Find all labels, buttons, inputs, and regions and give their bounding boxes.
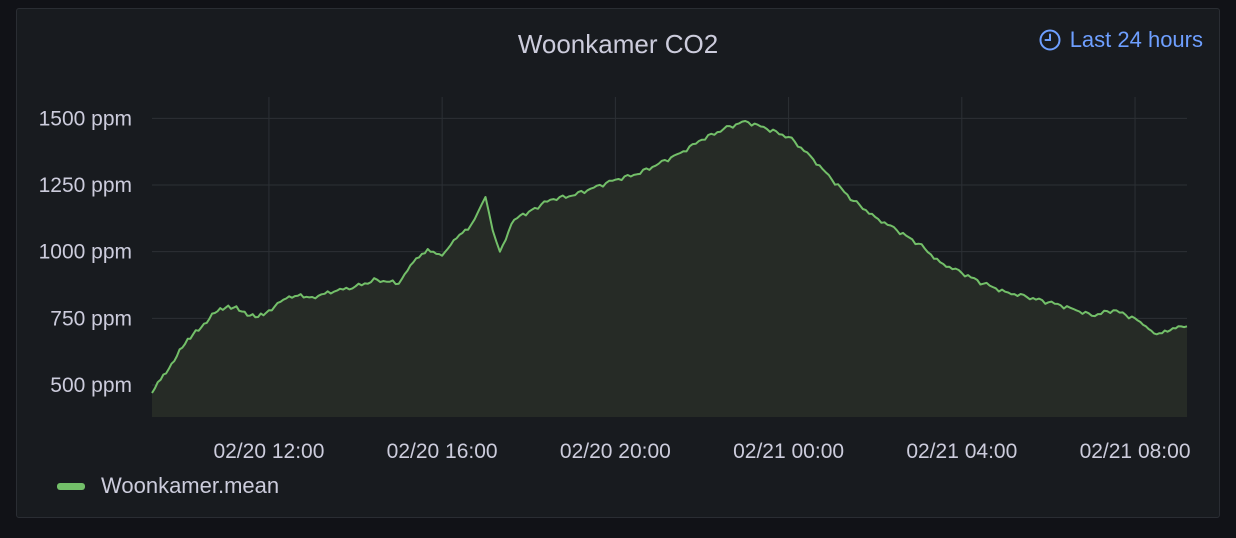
clock-icon [1039, 29, 1061, 51]
y-tick-label: 500 ppm [50, 374, 132, 397]
x-tick-label: 02/21 08:00 [1080, 440, 1191, 463]
y-tick-label: 750 ppm [50, 307, 132, 330]
series-area-fill [152, 121, 1187, 417]
series-line-woonkamer-mean[interactable] [151, 120, 1188, 394]
y-tick-label: 1250 ppm [39, 174, 132, 197]
x-tick-label: 02/20 12:00 [213, 440, 324, 463]
x-tick-label: 02/21 04:00 [906, 440, 1017, 463]
y-tick-label: 1000 ppm [39, 241, 132, 264]
chart-panel: Woonkamer CO2 Last 24 hours 500 ppm 750 p… [16, 8, 1220, 518]
x-tick-label: 02/21 00:00 [733, 440, 844, 463]
x-tick-label: 02/20 16:00 [387, 440, 498, 463]
co2-chart[interactable]: 500 ppm 750 ppm 1000 ppm 1250 ppm 1500 ppm 02… [17, 9, 1219, 517]
y-tick-label: 1500 ppm [39, 107, 132, 130]
time-range-label: Last 24 hours [1069, 27, 1203, 52]
legend-line-swatch [57, 482, 85, 490]
legend-item[interactable]: Woonkamer.mean [57, 473, 279, 499]
legend-label: Woonkamer.mean [101, 473, 280, 498]
time-range-button[interactable]: Last 24 hours [1038, 27, 1203, 53]
panel-title: Woonkamer CO2 [517, 29, 719, 59]
x-tick-label: 02/20 20:00 [560, 440, 671, 463]
